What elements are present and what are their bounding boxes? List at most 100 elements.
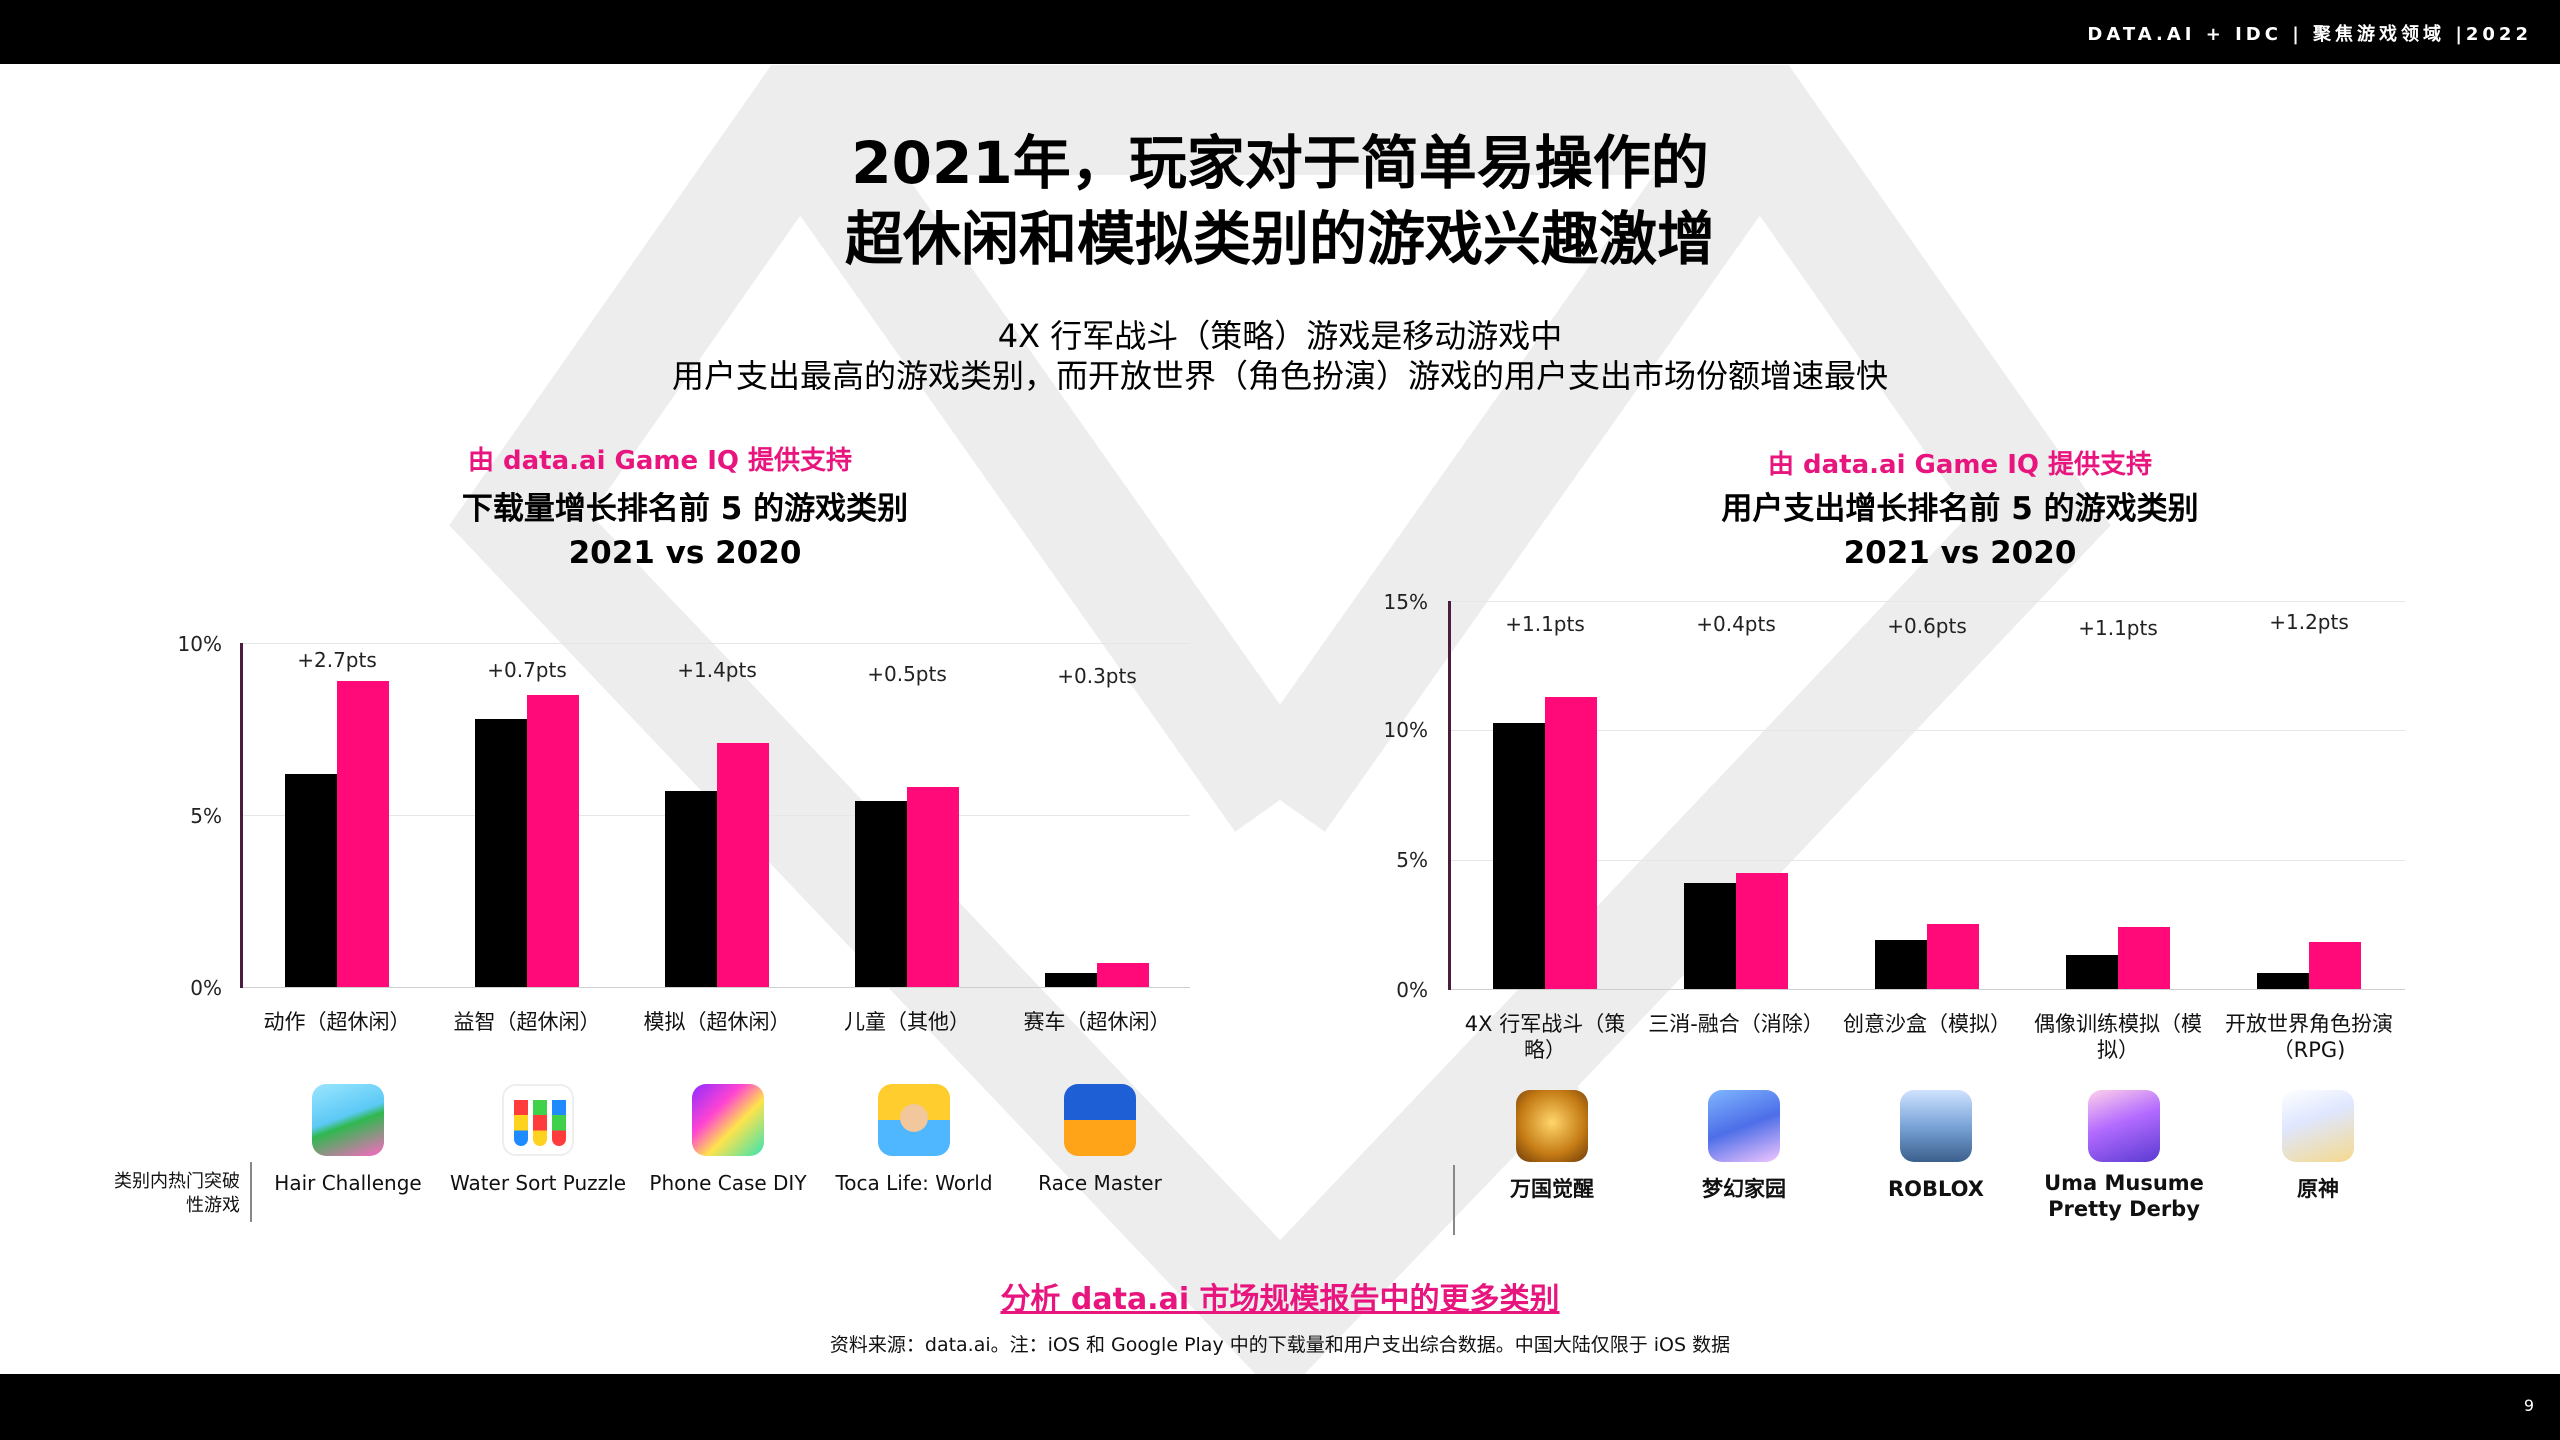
chart1-bar-2020-0 bbox=[1493, 722, 1545, 989]
chart0-delta-label-3: +0.5pts bbox=[867, 662, 947, 686]
rise-of-kingdoms-icon bbox=[1516, 1090, 1588, 1162]
water-sort-puzzle-icon bbox=[502, 1084, 574, 1156]
app-roblox: ROBLOX bbox=[1836, 1090, 2036, 1202]
left-chart-subtitle: 2021 vs 2020 bbox=[568, 535, 802, 571]
right-gridline-5 bbox=[1450, 860, 2405, 861]
chart0-category-label-0: 动作（超休闲） bbox=[263, 1010, 411, 1034]
chart1-delta-label-4: +1.2pts bbox=[2269, 610, 2349, 634]
app-phone-case-diy: Phone Case DIY bbox=[628, 1084, 828, 1196]
chart0-bar-2020-3 bbox=[855, 801, 907, 987]
race-master-icon bbox=[1064, 1084, 1136, 1156]
chart0-category-label-4: 赛车（超休闲） bbox=[1023, 1010, 1171, 1034]
chart0-category-label-1: 益智（超休闲） bbox=[453, 1010, 601, 1034]
app-name: Race Master bbox=[1038, 1171, 1162, 1195]
chart0-bar-2021-2 bbox=[717, 742, 769, 987]
uma-musume-icon bbox=[2088, 1090, 2160, 1162]
chart1-bar-2020-2 bbox=[1875, 939, 1927, 989]
left-y-axis bbox=[240, 643, 243, 988]
app-homescapes: 梦幻家园 bbox=[1644, 1090, 1844, 1202]
chart0-bar-2020-1 bbox=[475, 718, 527, 987]
right-chart-title: 用户支出增长排名前 5 的游戏类别 bbox=[1721, 491, 2199, 527]
chart1-bar-2021-3 bbox=[2118, 926, 2170, 989]
right-gridline-15 bbox=[1450, 601, 2405, 602]
chart1-delta-label-2: +0.6pts bbox=[1887, 614, 1967, 638]
left-chart-title: 下载量增长排名前 5 的游戏类别 bbox=[461, 491, 909, 527]
app-uma-musume: Uma Musume Pretty Derby bbox=[2024, 1090, 2224, 1222]
right-divider bbox=[1453, 1165, 1455, 1235]
chart0-bar-2021-0 bbox=[337, 680, 389, 987]
chart0-bar-2020-2 bbox=[665, 790, 717, 987]
bottom-bar: 9 bbox=[0, 1374, 2560, 1440]
right-y-label-0: 0% bbox=[1396, 978, 1428, 1002]
left-credit: 由 data.ai Game IQ 提供支持 bbox=[467, 446, 853, 476]
hair-challenge-icon bbox=[312, 1084, 384, 1156]
app-toca-life-world: Toca Life: World bbox=[814, 1084, 1014, 1196]
chart0-bar-2020-0 bbox=[285, 773, 337, 987]
chart0-delta-label-1: +0.7pts bbox=[487, 658, 567, 682]
app-name: 万国觉醒 bbox=[1510, 1177, 1594, 1201]
top-bar: DATA.AI + IDC | 聚焦游戏领域 |2022 bbox=[0, 0, 2560, 64]
chart0-bar-2021-3 bbox=[907, 787, 959, 987]
toca-life-world-icon bbox=[878, 1084, 950, 1156]
chart0-category-label-2: 模拟（超休闲） bbox=[643, 1010, 791, 1034]
chart1-delta-label-0: +1.1pts bbox=[1505, 612, 1585, 636]
right-baseline bbox=[1450, 989, 2405, 990]
left-y-label-10: 10% bbox=[177, 632, 222, 656]
phone-case-diy-icon bbox=[692, 1084, 764, 1156]
chart1-bar-2021-1 bbox=[1736, 872, 1788, 989]
app-name: 梦幻家园 bbox=[1702, 1177, 1786, 1201]
more-categories-link[interactable]: 分析 data.ai 市场规模报告中的更多类别 bbox=[1000, 1282, 1560, 1317]
app-genshin-impact: 原神 bbox=[2218, 1090, 2418, 1202]
chart1-bar-2020-1 bbox=[1684, 882, 1736, 989]
chart1-bar-2021-0 bbox=[1545, 696, 1597, 989]
right-gridline-10 bbox=[1450, 730, 2405, 731]
subtitle-line-1: 4X 行军战斗（策略）游戏是移动游戏中 bbox=[997, 317, 1563, 355]
right-y-label-15: 15% bbox=[1383, 590, 1428, 614]
app-name: Phone Case DIY bbox=[649, 1171, 807, 1195]
right-y-axis bbox=[1448, 601, 1451, 990]
right-y-label-10: 10% bbox=[1383, 718, 1428, 742]
left-baseline bbox=[242, 987, 1190, 988]
app-name: Uma Musume Pretty Derby bbox=[2044, 1171, 2204, 1221]
source-note: 资料来源：data.ai。注：iOS 和 Google Play 中的下载量和用… bbox=[829, 1334, 1731, 1356]
chart1-category-label-0: 4X 行军战斗（策略） bbox=[1464, 1012, 1626, 1062]
chart1-bar-2020-4 bbox=[2257, 973, 2309, 989]
right-y-label-5: 5% bbox=[1396, 848, 1428, 872]
left-gridline-10 bbox=[242, 643, 1190, 644]
chart1-delta-label-3: +1.1pts bbox=[2078, 616, 2158, 640]
app-name: Hair Challenge bbox=[274, 1171, 422, 1195]
roblox-icon bbox=[1900, 1090, 1972, 1162]
chart0-delta-label-4: +0.3pts bbox=[1057, 664, 1137, 688]
app-name: 原神 bbox=[2297, 1177, 2339, 1201]
chart1-category-label-3: 偶像训练模拟（模拟） bbox=[2034, 1012, 2202, 1062]
app-name: Toca Life: World bbox=[835, 1171, 993, 1195]
chart1-bar-2020-3 bbox=[2066, 955, 2118, 989]
chart1-category-label-4: 开放世界角色扮演（RPG) bbox=[2225, 1012, 2393, 1062]
app-rise-of-kingdoms: 万国觉醒 bbox=[1452, 1090, 1652, 1202]
right-chart-subtitle: 2021 vs 2020 bbox=[1843, 535, 2077, 571]
chart1-category-label-1: 三消-融合（消除） bbox=[1648, 1012, 1824, 1036]
app-race-master: Race Master bbox=[1000, 1084, 1200, 1196]
chart1-category-label-2: 创意沙盒（模拟） bbox=[1843, 1012, 2011, 1036]
chart0-bar-2021-4 bbox=[1097, 962, 1149, 987]
left-divider bbox=[250, 1162, 252, 1222]
chart0-category-label-3: 儿童（其他） bbox=[844, 1010, 970, 1034]
chart1-bar-2021-2 bbox=[1927, 924, 1979, 989]
page-title-line-2: 超休闲和模拟类别的游戏兴趣激增 bbox=[844, 205, 1715, 273]
left-y-label-0: 0% bbox=[190, 976, 222, 1000]
page-title-line-1: 2021年，玩家对于简单易操作的 bbox=[851, 129, 1709, 197]
chart1-bar-2021-4 bbox=[2309, 942, 2361, 989]
breakout-games-label: 类别内热门突破性游戏 bbox=[114, 1171, 240, 1216]
app-name: Water Sort Puzzle bbox=[449, 1171, 627, 1195]
page-number: 9 bbox=[2523, 1396, 2534, 1415]
homescapes-icon bbox=[1708, 1090, 1780, 1162]
app-water-sort-puzzle: Water Sort Puzzle bbox=[438, 1084, 638, 1196]
left-y-label-5: 5% bbox=[190, 804, 222, 828]
chart0-bar-2021-1 bbox=[527, 694, 579, 987]
chart0-bar-2020-4 bbox=[1045, 973, 1097, 987]
chart0-delta-label-2: +1.4pts bbox=[677, 658, 757, 682]
app-hair-challenge: Hair Challenge bbox=[248, 1084, 448, 1196]
genshin-impact-icon bbox=[2282, 1090, 2354, 1162]
app-name: ROBLOX bbox=[1888, 1177, 1984, 1201]
chart0-delta-label-0: +2.7pts bbox=[297, 648, 377, 672]
